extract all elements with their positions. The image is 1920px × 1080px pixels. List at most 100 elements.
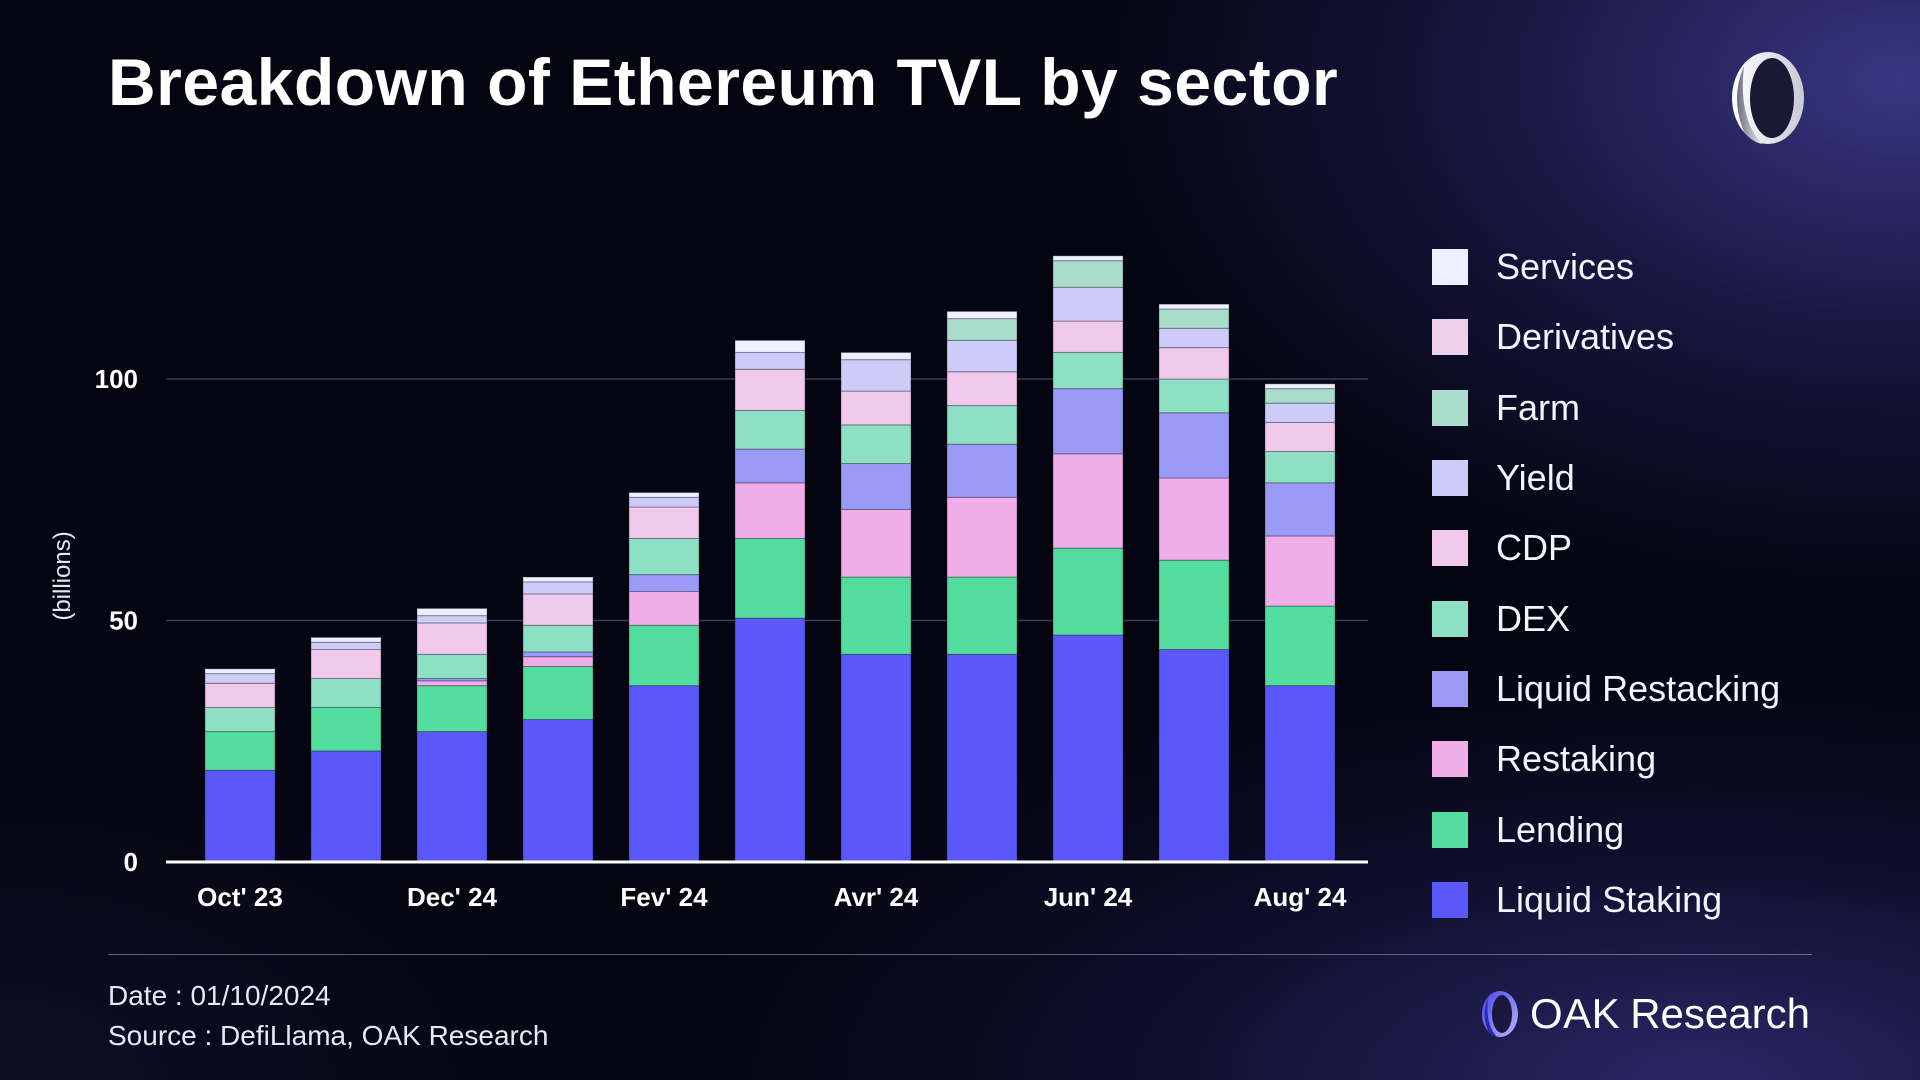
legend-swatch	[1432, 670, 1468, 707]
bar-segment-farm	[1158, 308, 1230, 329]
bar-segment-yield	[946, 339, 1018, 373]
bar-segment-dex	[840, 424, 912, 465]
brand-logo: OAK Research	[1478, 986, 1810, 1042]
bar-segment-yield	[1052, 286, 1124, 322]
bar-segment-cdp	[628, 506, 700, 539]
legend-label: Derivatives	[1496, 316, 1675, 358]
bar-segment-cdp	[734, 368, 806, 411]
bar-segment-restaking	[522, 656, 594, 667]
legend-swatch	[1432, 600, 1468, 637]
bar-segment-yield	[416, 615, 488, 624]
legend-item-liquid-restacking: Liquid Restacking	[1432, 654, 1852, 724]
legend-item-farm: Farm	[1432, 373, 1852, 443]
x-tick-label: Dec' 24	[407, 882, 498, 912]
bar-segment-restaking	[1158, 477, 1230, 561]
legend-swatch	[1432, 249, 1468, 286]
legend-item-cdp: CDP	[1432, 513, 1852, 583]
legend-swatch	[1432, 460, 1468, 497]
footer-date: Date : 01/10/2024	[108, 980, 331, 1011]
bar-segment-restaking	[840, 508, 912, 578]
legend-label: Farm	[1496, 386, 1580, 428]
legend-item-restaking: Restaking	[1432, 724, 1852, 794]
bar-segment-services	[734, 339, 806, 353]
legend-swatch	[1432, 741, 1468, 778]
bar-segment-dex	[1052, 351, 1124, 390]
bar-segment-services	[310, 636, 382, 643]
bar-segment-services	[1264, 383, 1336, 390]
bar-segment-lending	[734, 537, 806, 619]
bar-segment-dex	[734, 409, 806, 450]
legend-item-services: Services	[1432, 232, 1852, 302]
bar-segment-dex	[310, 677, 382, 708]
bar-segment-yield	[522, 581, 594, 595]
bar-segment-cdp	[840, 390, 912, 426]
legend-swatch	[1432, 389, 1468, 426]
bar-segment-lending	[310, 706, 382, 752]
bar-segment-restaking	[1264, 535, 1336, 607]
bar-segment-liquid-staking	[946, 653, 1018, 863]
bar-segment-liquid-staking	[416, 731, 488, 863]
bar-segment-lending	[1052, 547, 1124, 636]
bar-segment-restaking	[946, 496, 1018, 578]
bar-segment-lending	[204, 731, 276, 771]
bar-segment-restaking	[734, 482, 806, 539]
bar-segment-liquid-staking	[628, 685, 700, 863]
bar-segment-liquid-staking	[1052, 634, 1124, 863]
bar-segment-lending	[522, 665, 594, 721]
bar-segment-services	[416, 607, 488, 617]
legend-swatch	[1432, 881, 1468, 918]
chart-legend: Services Derivatives Farm Yield CDP DEX Liquid…	[1432, 232, 1852, 935]
legend-label: Yield	[1496, 457, 1575, 499]
bar-segment-lending	[946, 576, 1018, 655]
bar-segment-yield	[204, 673, 276, 684]
legend-label: Restaking	[1496, 738, 1657, 780]
legend-swatch	[1432, 319, 1468, 356]
bar-segment-liquid-restacking	[1052, 388, 1124, 455]
bar-segment-services	[1052, 255, 1124, 262]
bar-segment-restaking	[1052, 453, 1124, 549]
brand-name-research: Research	[1630, 990, 1810, 1037]
y-tick-label: 0	[124, 847, 138, 877]
bar-segment-liquid-staking	[1264, 685, 1336, 863]
oak-brand-icon	[1482, 991, 1518, 1037]
x-tick-label: Avr' 24	[834, 882, 919, 912]
x-tick-label: Aug' 24	[1254, 882, 1347, 912]
bar-segment-liquid-restacking	[1264, 482, 1336, 537]
bar-segment-services	[628, 492, 700, 498]
brand-name-oak: OAK	[1530, 990, 1621, 1037]
x-tick-label: Oct' 23	[197, 882, 283, 912]
bar-segment-services	[522, 576, 594, 583]
bar-segment-cdp	[522, 593, 594, 626]
legend-item-yield: Yield	[1432, 443, 1852, 513]
bar-segment-liquid-staking	[734, 617, 806, 863]
bar-segment-liquid-staking	[522, 719, 594, 863]
bar-segment-cdp	[1264, 421, 1336, 452]
legend-label: CDP	[1496, 527, 1573, 569]
bar-segment-lending	[1158, 559, 1230, 650]
bar-segment-services	[946, 310, 1018, 320]
bar-segment-dex	[204, 706, 276, 733]
legend-label: DEX	[1496, 597, 1571, 639]
legend-swatch	[1432, 811, 1468, 848]
bar-segment-lending	[1264, 605, 1336, 687]
legend-label: Services	[1496, 246, 1635, 288]
bar-segment-liquid-restacking	[628, 574, 700, 593]
bar-segment-cdp	[310, 648, 382, 679]
bar-segment-cdp	[416, 622, 488, 655]
bar-segment-dex	[1158, 378, 1230, 414]
bar-segment-liquid-restacking	[1158, 412, 1230, 479]
bar-segment-farm	[1264, 388, 1336, 404]
bar-segment-yield	[1264, 402, 1336, 423]
legend-item-derivatives: Derivatives	[1432, 302, 1852, 372]
bar-segment-lending	[840, 576, 912, 655]
bar-segment-cdp	[946, 371, 1018, 407]
bar-segment-liquid-restacking	[522, 651, 594, 658]
bar-segment-yield	[1158, 327, 1230, 349]
bar-segment-liquid-staking	[840, 653, 912, 863]
y-tick-label: 50	[109, 606, 138, 636]
oak-logo-icon	[1732, 52, 1804, 144]
tvl-stacked-bar-chart: 0 50 100 Oct' 23 Dec' 24 Fev' 24 Avr' 24 Jun' 2…	[49, 255, 1368, 912]
bar-segment-yield	[734, 351, 806, 370]
bar-segment-yield	[310, 641, 382, 650]
bar-segment-liquid-staking	[204, 769, 276, 863]
